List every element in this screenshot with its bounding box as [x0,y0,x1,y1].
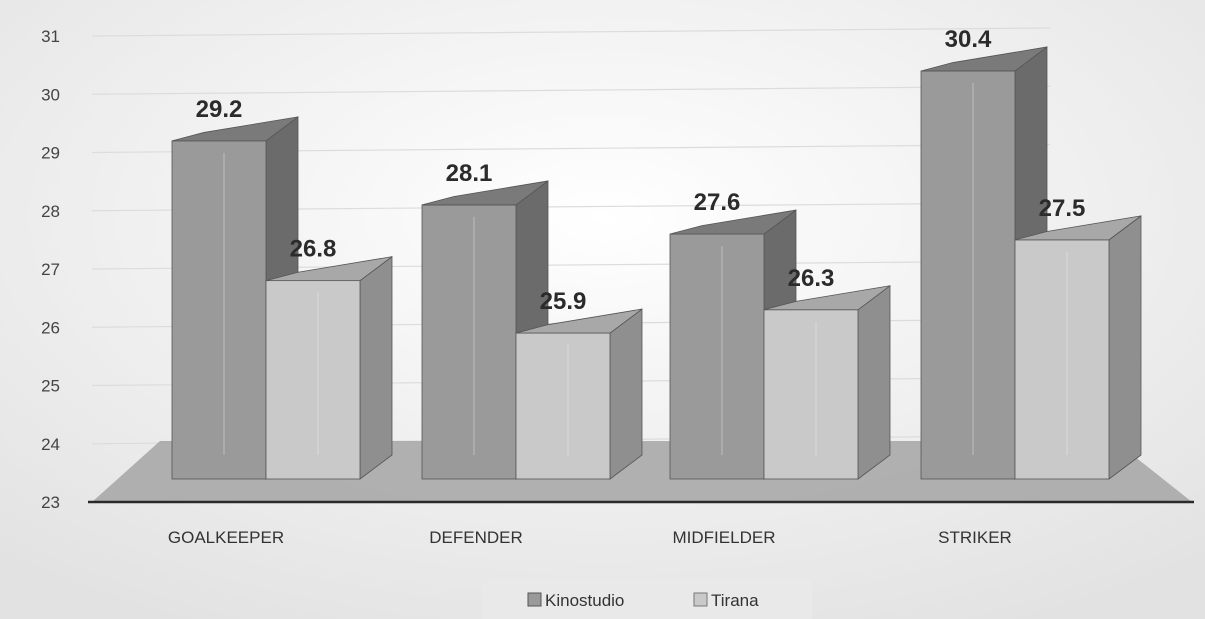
bar-tirana-midfielder [763,284,891,480]
y-tick-label: 26 [41,318,60,337]
x-tick-label: STRIKER [938,528,1012,547]
data-label: 27.5 [1039,195,1086,222]
bar-front [920,70,1016,480]
data-label: 27.6 [694,189,741,216]
bar-tirana-goalkeeper [265,255,393,480]
x-tick-label: MIDFIELDER [673,528,776,547]
bar-front [763,309,859,480]
bar-front [171,140,267,480]
bar-side [1108,215,1142,480]
data-label: 29.2 [196,96,243,123]
legend-label: Kinostudio [545,591,624,610]
bar-front [421,204,517,480]
legend-swatch [527,592,542,607]
data-label: 25.9 [540,288,587,315]
bar-top [265,256,393,282]
data-label: 30.4 [945,26,992,53]
legend-label: Tirana [711,591,759,610]
bar-side [857,284,891,480]
bar-top [171,116,299,142]
data-label: 26.3 [788,265,835,292]
data-label: 26.8 [290,236,337,263]
gridline [91,85,1051,95]
bar-top [515,308,643,334]
bar-front [515,332,611,480]
legend-swatch [693,592,708,607]
x-tick-label: DEFENDER [429,528,523,547]
bar-top [669,209,797,235]
bar-top [920,46,1048,72]
y-tick-label: 24 [41,435,60,454]
y-tick-label: 27 [41,260,60,279]
bar-front [265,280,361,480]
bar-side [359,255,393,480]
bar-top [421,180,549,206]
bar-top [1014,215,1142,241]
bar-side [609,308,643,480]
y-tick-label: 30 [41,85,60,104]
y-tick-label: 31 [41,27,60,46]
x-tick-label: GOALKEEPER [168,528,284,547]
gridline [91,27,1051,37]
y-tick-label: 23 [41,493,60,512]
bar-tirana-striker [1014,215,1142,480]
y-tick-label: 25 [41,377,60,396]
data-label: 28.1 [446,160,493,187]
bar-front [1014,239,1110,480]
bar-top [763,285,891,311]
y-tick-label: 29 [41,144,60,163]
bar-tirana-defender [515,308,643,480]
y-tick-label: 28 [41,202,60,221]
bar-front [669,233,765,480]
